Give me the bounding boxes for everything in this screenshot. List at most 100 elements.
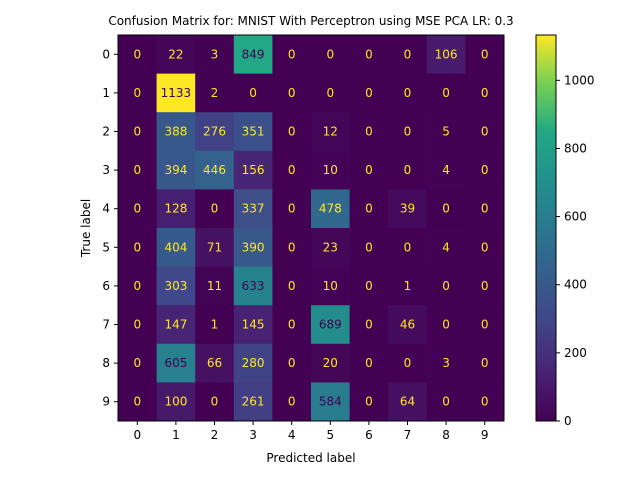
heatmap-cell [465,305,505,345]
cell-value-label: 0 [481,318,489,332]
heatmap-cell [233,266,273,306]
colorbar-tick-label: 400 [564,278,587,292]
cell-value-label: 0 [365,202,373,216]
heatmap-cell [465,228,505,268]
cell-value-label: 3 [211,47,219,61]
heatmap-cell [311,228,351,268]
cell-value-label: 46 [400,318,415,332]
cell-value-label: 12 [323,125,338,139]
cell-value-label: 0 [326,47,334,61]
heatmap-cell [118,305,158,345]
cell-value-label: 605 [164,356,187,370]
heatmap-cell [118,382,158,422]
heatmap-cell [195,150,235,190]
heatmap-cell [388,382,428,422]
cell-value-label: 584 [319,395,342,409]
cell-value-label: 351 [242,125,265,139]
heatmap-cell [388,112,428,152]
cell-value-label: 0 [481,125,489,139]
heatmap-cell [195,228,235,268]
heatmap-cell [311,150,351,190]
heatmap-cell [311,305,351,345]
cell-value-label: 0 [288,279,296,293]
cell-value-label: 0 [442,279,450,293]
x-tick-label: 1 [172,428,180,442]
heatmap-cell [426,73,466,113]
heatmap-cell [195,305,235,345]
heatmap-cell [272,266,312,306]
heatmap-cell [233,73,273,113]
cell-value-label: 0 [365,395,373,409]
heatmap-cell [118,189,158,229]
heatmap-cell [349,150,389,190]
cell-value-label: 71 [207,240,222,254]
cell-value-label: 100 [164,395,187,409]
cell-value-label: 0 [211,202,219,216]
cell-value-label: 0 [481,240,489,254]
cell-value-label: 0 [133,202,141,216]
cell-value-label: 0 [442,318,450,332]
cell-value-label: 0 [326,86,334,100]
cell-value-label: 145 [242,318,265,332]
heatmap-cell [272,73,312,113]
cell-value-labels: 0 22 3 849 0 0 0 0 106 00 1133 2 0 0 0 0 0 0 00 388 276 351 0 1… [133,47,488,408]
cell-value-label: 0 [481,163,489,177]
cell-value-label: 0 [365,125,373,139]
y-tick-label: 2 [102,125,110,139]
heatmap-cell [156,73,196,113]
heatmap-cell [156,35,196,75]
cell-value-label: 0 [481,395,489,409]
x-tick-label: 2 [211,428,219,442]
colorbar-tick-label: 0 [564,414,572,428]
heatmap-cell [465,150,505,190]
heatmap-cell [195,343,235,383]
x-tick-label: 5 [326,428,334,442]
cell-value-label: 280 [242,356,265,370]
y-axis-label: True label [79,199,93,258]
y-tick-label: 7 [102,318,110,332]
cell-value-label: 0 [404,356,412,370]
heatmap-cell [118,343,158,383]
heatmap-cell [233,189,273,229]
cell-value-label: 4 [442,163,450,177]
cell-value-label: 10 [323,279,338,293]
heatmap-cell [465,189,505,229]
heatmap-cell [388,189,428,229]
cell-value-label: 0 [133,86,141,100]
cell-value-label: 1133 [161,86,192,100]
cell-value-label: 0 [133,395,141,409]
heatmap-cell [465,112,505,152]
y-tick-label: 8 [102,356,110,370]
heatmap-cell [233,112,273,152]
heatmap-cell [388,305,428,345]
y-axis: 0 1 2 3 4 5 6 7 8 9 [102,47,118,409]
heatmap-cell [156,228,196,268]
heatmap-cell [388,150,428,190]
heatmap-cell [426,382,466,422]
colorbar-tick-label: 600 [564,210,587,224]
heatmap-cell [156,266,196,306]
heatmap-cell [272,35,312,75]
heatmap-cell [156,189,196,229]
cell-value-label: 5 [442,125,450,139]
cell-value-label: 0 [481,202,489,216]
heatmap-cell [465,35,505,75]
cell-value-label: 23 [323,240,338,254]
chart-title: Confusion Matrix for: MNIST With Percept… [108,14,513,28]
cell-value-label: 394 [164,163,187,177]
heatmap-cell [195,382,235,422]
heatmap-cell [272,228,312,268]
heatmap-cell [272,305,312,345]
cell-value-label: 303 [164,279,187,293]
heatmap-cell [272,189,312,229]
cell-value-label: 4 [442,240,450,254]
cell-value-label: 0 [442,202,450,216]
cell-value-label: 0 [442,86,450,100]
heatmap-cell [118,35,158,75]
cell-value-label: 0 [288,318,296,332]
cell-value-label: 2 [211,86,219,100]
x-tick-label: 8 [442,428,450,442]
heatmap-cell [156,343,196,383]
y-tick-label: 0 [102,47,110,61]
